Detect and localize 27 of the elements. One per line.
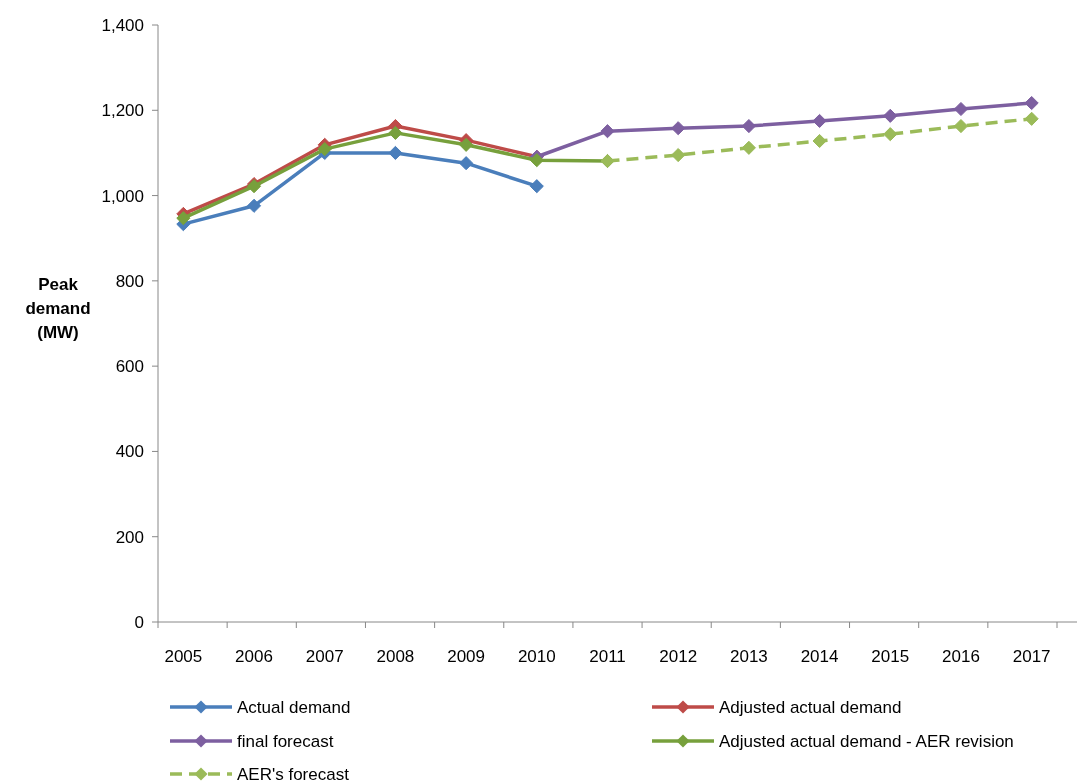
x-tick-label: 2016	[942, 647, 980, 666]
legend-label: Actual demand	[237, 698, 351, 717]
x-tick-label: 2012	[659, 647, 698, 666]
x-tick-label: 2014	[800, 647, 839, 666]
x-tick-label: 2015	[871, 647, 910, 666]
y-tick-label: 800	[115, 271, 144, 291]
y-tick-label: 0	[134, 613, 144, 632]
y-tick-label: 1,000	[101, 186, 144, 206]
x-tick-label: 2011	[589, 647, 626, 666]
legend-label: Adjusted actual demand - AER revision	[719, 732, 1014, 751]
x-tick-label: 2007	[305, 647, 344, 666]
legend-label: final forecast	[237, 732, 334, 751]
y-tick-label: 1,200	[101, 101, 144, 121]
y-tick-label: 400	[115, 442, 144, 462]
legend-label: Adjusted actual demand	[719, 698, 902, 717]
x-tick-label: 2017	[1012, 647, 1051, 666]
x-tick-label: 2006	[235, 647, 273, 666]
x-tick-label: 2010	[517, 647, 556, 666]
x-tick-label: 2009	[447, 647, 486, 666]
legend-label: AER's forecast	[237, 765, 350, 782]
x-tick-label: 2005	[164, 647, 203, 666]
x-tick-label: 2013	[729, 647, 768, 666]
x-tick-label: 2008	[376, 647, 415, 666]
y-tick-label: 1,400	[101, 16, 144, 35]
y-tick-label: 600	[115, 357, 144, 377]
y-axis-title: Peak demand (MW)	[25, 275, 91, 342]
y-tick-label: 200	[115, 527, 144, 547]
